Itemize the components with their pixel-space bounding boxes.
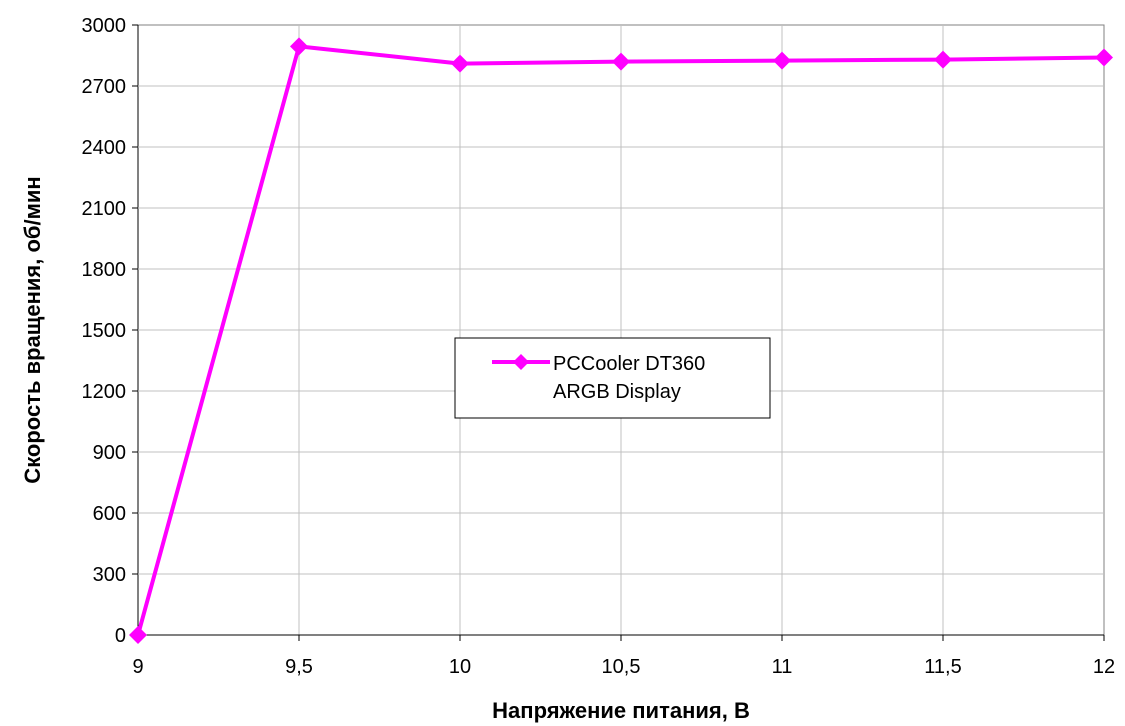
y-tick-label: 600	[93, 503, 126, 525]
x-tick-labels: 9 9,5 10 10,5 11 11,5 12	[132, 656, 1115, 678]
legend-label-line-2: ARGB Display	[553, 381, 681, 403]
y-tick-label: 300	[93, 564, 126, 586]
y-tick-label: 900	[93, 442, 126, 464]
y-tick-label: 2400	[82, 137, 127, 159]
data-point-marker	[129, 626, 147, 644]
x-tick-label: 9,5	[285, 656, 313, 678]
legend-label-line-1: PCCooler DT360	[553, 353, 705, 375]
x-axis-title: Напряжение питания, В	[492, 698, 750, 723]
data-point-marker	[290, 37, 308, 56]
data-point-marker	[1095, 48, 1113, 67]
data-point-marker	[934, 50, 952, 69]
data-point-marker	[451, 54, 469, 73]
x-tick-label: 10	[449, 656, 471, 678]
y-tick-label: 2100	[82, 198, 127, 220]
y-axis-title: Скорость вращения, об/мин	[20, 176, 45, 483]
y-tick-labels: 0 300 600 900 1200 1500 1800 2100 2400 2700 3000	[82, 15, 127, 647]
y-tick-label: 1800	[82, 259, 127, 281]
legend: PCCooler DT360 ARGB Display	[454, 337, 771, 419]
y-tick-label: 1500	[82, 320, 127, 342]
y-tick-label: 0	[115, 625, 126, 647]
x-tick-label: 9	[132, 656, 143, 678]
legend-marker-swatch	[513, 354, 529, 370]
x-tick-label: 11,5	[924, 656, 961, 678]
x-tick-label: 11	[772, 656, 793, 678]
x-tick-label: 10,5	[602, 656, 641, 678]
legend-box	[454, 337, 771, 419]
y-tick-label: 2700	[82, 76, 127, 98]
y-tick-label: 3000	[82, 15, 127, 37]
y-tick-label: 1200	[82, 381, 127, 403]
y-gridlines	[132, 24, 1104, 636]
series-layer	[129, 37, 1113, 644]
data-point-marker	[773, 51, 791, 70]
x-tick-label: 12	[1093, 656, 1115, 678]
data-point-marker	[612, 52, 630, 71]
